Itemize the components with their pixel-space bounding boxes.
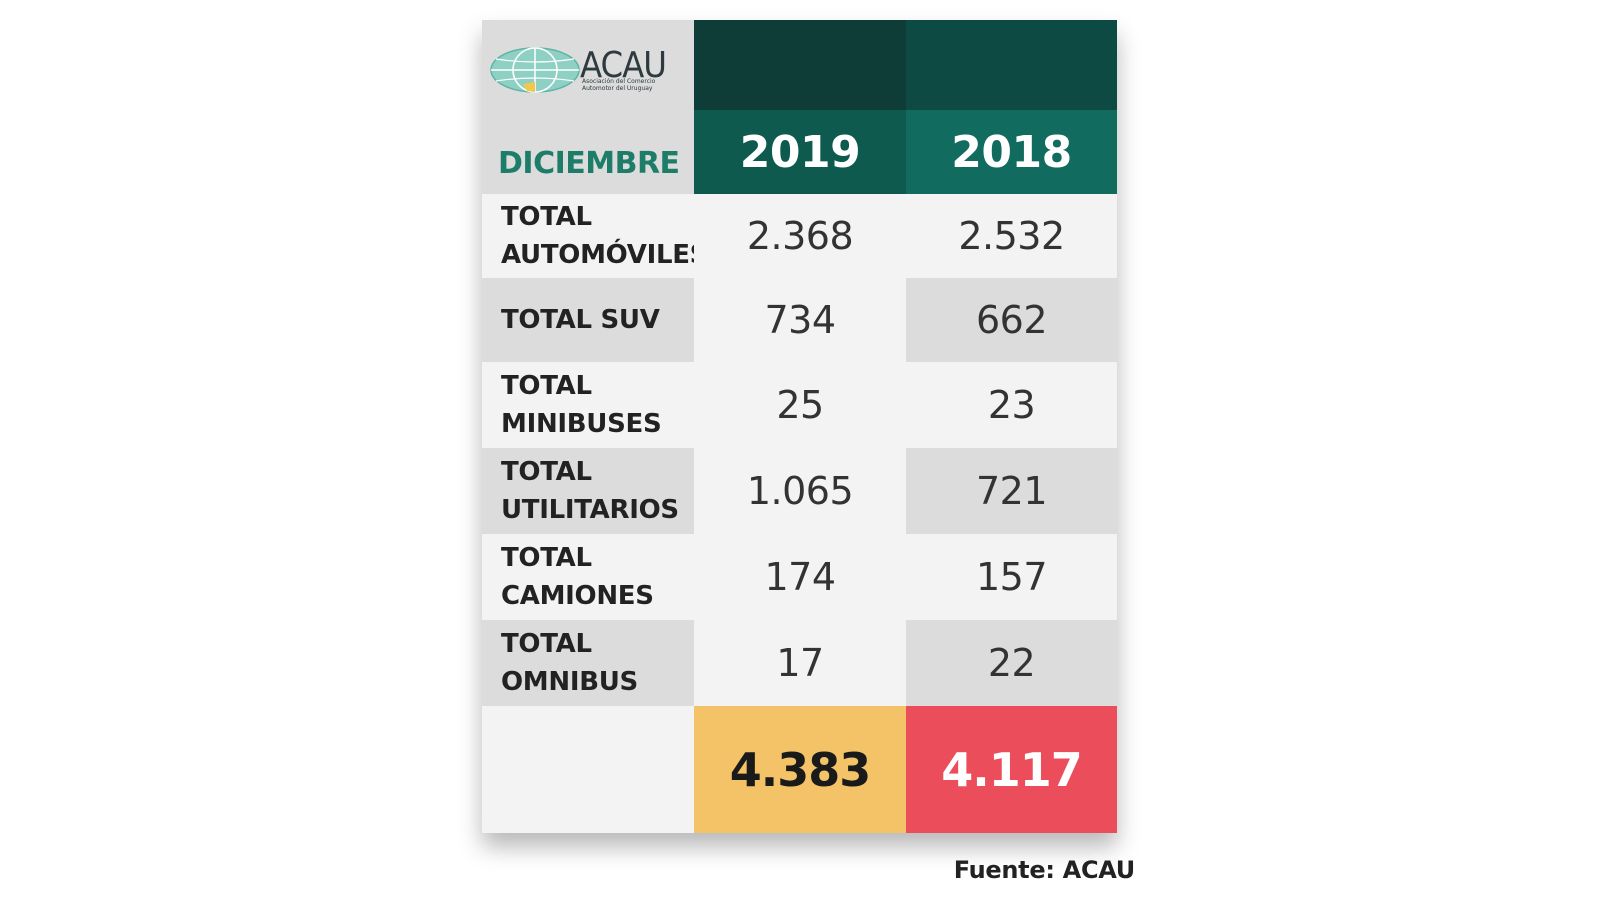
month-label: DICIEMBRE [498,146,680,181]
total-2019: 4.383 [694,706,906,833]
value-2018: 23 [906,362,1117,448]
total-2018: 4.117 [906,706,1117,833]
logo-cell: ACAU Asociación del Comercio Automotor d… [482,20,694,194]
row-label-line: TOTAL [501,543,592,573]
row-label: TOTAL AUTOMÓVILES [482,194,709,278]
row-label: TOTAL SUV [482,278,694,362]
row-label-line: TOTAL [501,457,592,487]
row-label: TOTAL MINIBUSES [482,362,694,448]
logo-text: ACAU [580,45,667,86]
stats-table: ACAU Asociación del Comercio Automotor d… [482,20,1117,833]
header-band-2018 [906,20,1117,110]
value-2018: 22 [906,620,1117,706]
value-2018: 721 [906,448,1117,534]
value-2018: 2.532 [906,194,1117,278]
row-label: TOTAL OMNIBUS [482,620,694,706]
value-2019: 25 [694,362,906,448]
row-label-line: OMNIBUS [501,667,638,697]
year-header-2018: 2018 [906,110,1117,194]
row-label-line: MINIBUSES [501,409,662,439]
total-blank-cell [482,706,694,833]
value-2018: 157 [906,534,1117,620]
row-label-line: TOTAL [501,371,592,401]
value-2018: 662 [906,278,1117,362]
row-label-line: TOTAL [501,202,592,232]
row-label: TOTAL CAMIONES [482,534,694,620]
row-label-line: TOTAL SUV [501,305,660,335]
row-label-line: AUTOMÓVILES [501,240,709,270]
row-label: TOTAL UTILITARIOS [482,448,694,534]
row-label-line: CAMIONES [501,581,654,611]
value-2019: 734 [694,278,906,362]
row-label-line: TOTAL [501,629,592,659]
value-2019: 2.368 [694,194,906,278]
row-label-line: UTILITARIOS [501,495,679,525]
source-note: Fuente: ACAU [953,856,1136,884]
year-header-2019: 2019 [694,110,906,194]
header-band-2019 [694,20,906,110]
value-2019: 1.065 [694,448,906,534]
logo-subtitle: Asociación del Comercio Automotor del Ur… [582,78,656,92]
value-2019: 17 [694,620,906,706]
globe-logo-icon [490,47,580,93]
value-2019: 174 [694,534,906,620]
